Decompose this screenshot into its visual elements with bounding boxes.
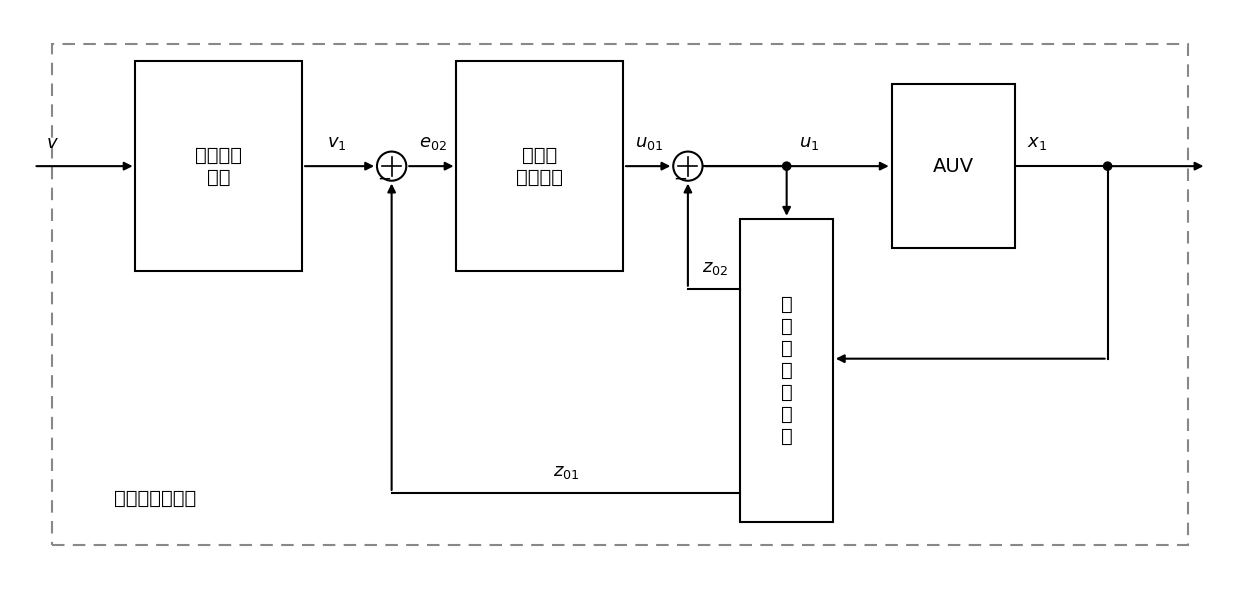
- Text: 一阶自抗扰控制: 一阶自抗扰控制: [114, 489, 196, 508]
- Bar: [135, 61, 303, 271]
- Text: 非线性
反馈控制: 非线性 反馈控制: [516, 145, 563, 187]
- Bar: [892, 84, 1016, 248]
- Text: −: −: [673, 170, 687, 187]
- Ellipse shape: [377, 151, 407, 181]
- Ellipse shape: [1104, 162, 1112, 170]
- Text: $u_1$: $u_1$: [799, 134, 820, 151]
- Text: 安排过渡
过程: 安排过渡 过程: [196, 145, 242, 187]
- Text: $z_{01}$: $z_{01}$: [553, 463, 579, 481]
- Bar: [52, 44, 1188, 545]
- Text: $u_{01}$: $u_{01}$: [635, 134, 663, 151]
- Text: $z_{02}$: $z_{02}$: [702, 259, 728, 277]
- Text: $v$: $v$: [46, 134, 58, 151]
- Ellipse shape: [782, 162, 791, 170]
- Bar: [456, 61, 622, 271]
- Text: $x_1$: $x_1$: [1028, 134, 1048, 151]
- Text: $e_{02}$: $e_{02}$: [419, 134, 446, 151]
- Text: −: −: [377, 170, 392, 187]
- Bar: [740, 219, 833, 522]
- Ellipse shape: [673, 151, 703, 181]
- Text: AUV: AUV: [932, 157, 973, 176]
- Text: 扩
张
状
态
观
测
器: 扩 张 状 态 观 测 器: [781, 295, 792, 446]
- Text: $v_1$: $v_1$: [327, 134, 346, 151]
